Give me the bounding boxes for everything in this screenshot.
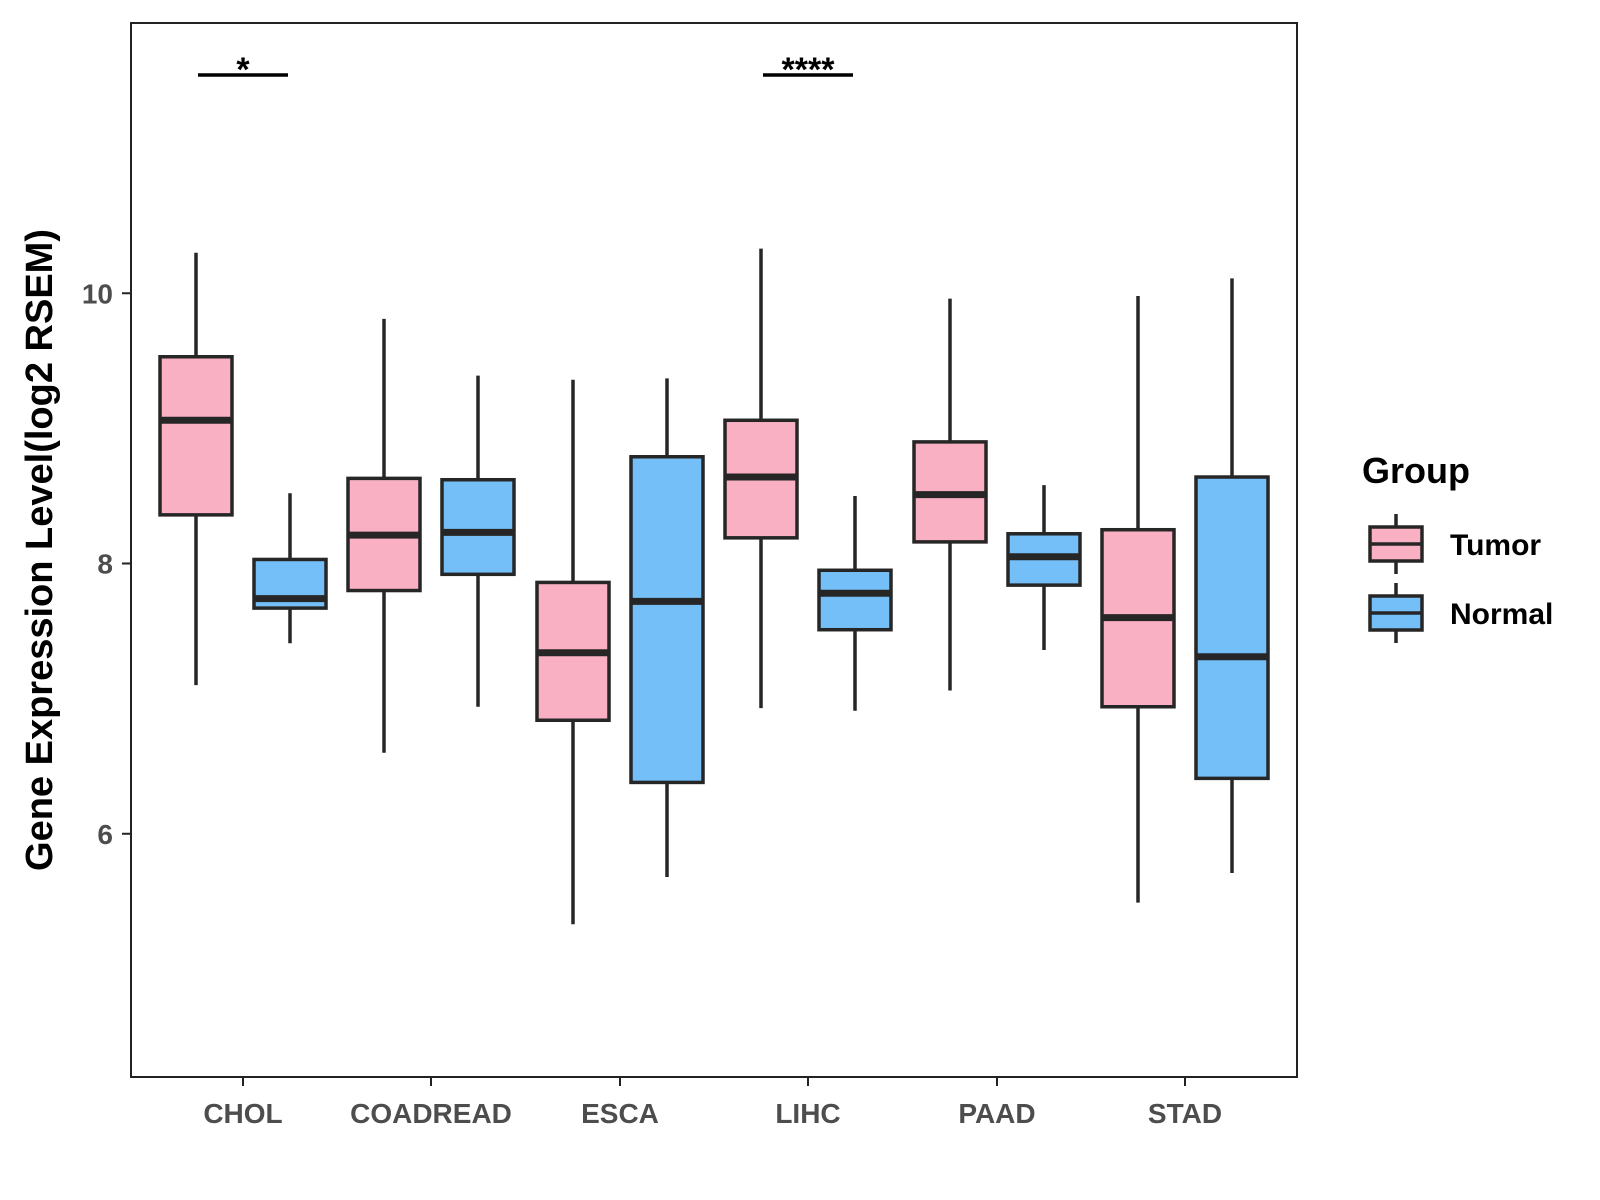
box-normal-esca <box>629 455 705 785</box>
y-tick-label-8: 8 <box>97 549 113 580</box>
box-normal-stad <box>1194 475 1270 781</box>
y-tick-label-10: 10 <box>82 278 113 309</box>
x-tick-label-lihc: LIHC <box>775 1098 840 1129</box>
y-axis-label: Gene Expression Level(log2 RSEM) <box>19 229 61 871</box>
y-tick-label-6: 6 <box>97 819 113 850</box>
x-tick-label-coadread: COADREAD <box>350 1098 512 1129</box>
axes: 6 8 10 CHOL COADREAD ESCA LIHC PAAD STAD <box>82 278 1222 1129</box>
legend-label-tumor: Tumor <box>1450 529 1541 562</box>
box-normal-lihc <box>817 568 893 632</box>
x-tick-label-esca: ESCA <box>581 1098 659 1129</box>
panel-border <box>130 22 1298 1078</box>
x-tick-label-paad: PAAD <box>958 1098 1035 1129</box>
legend: Group Tumor Normal <box>1362 450 1553 643</box>
significance-label-chol: * <box>236 51 250 89</box>
box-normal-coadread <box>440 477 516 577</box>
legend-label-normal: Normal <box>1450 598 1553 631</box>
legend-title: Group <box>1362 450 1470 491</box>
box-tumor-chol <box>158 355 234 517</box>
x-tick-label-chol: CHOL <box>203 1098 282 1129</box>
x-tick-label-stad: STAD <box>1148 1098 1222 1129</box>
plot-area: * **** <box>158 51 1270 925</box>
significance-label-lihc: **** <box>782 51 836 89</box>
